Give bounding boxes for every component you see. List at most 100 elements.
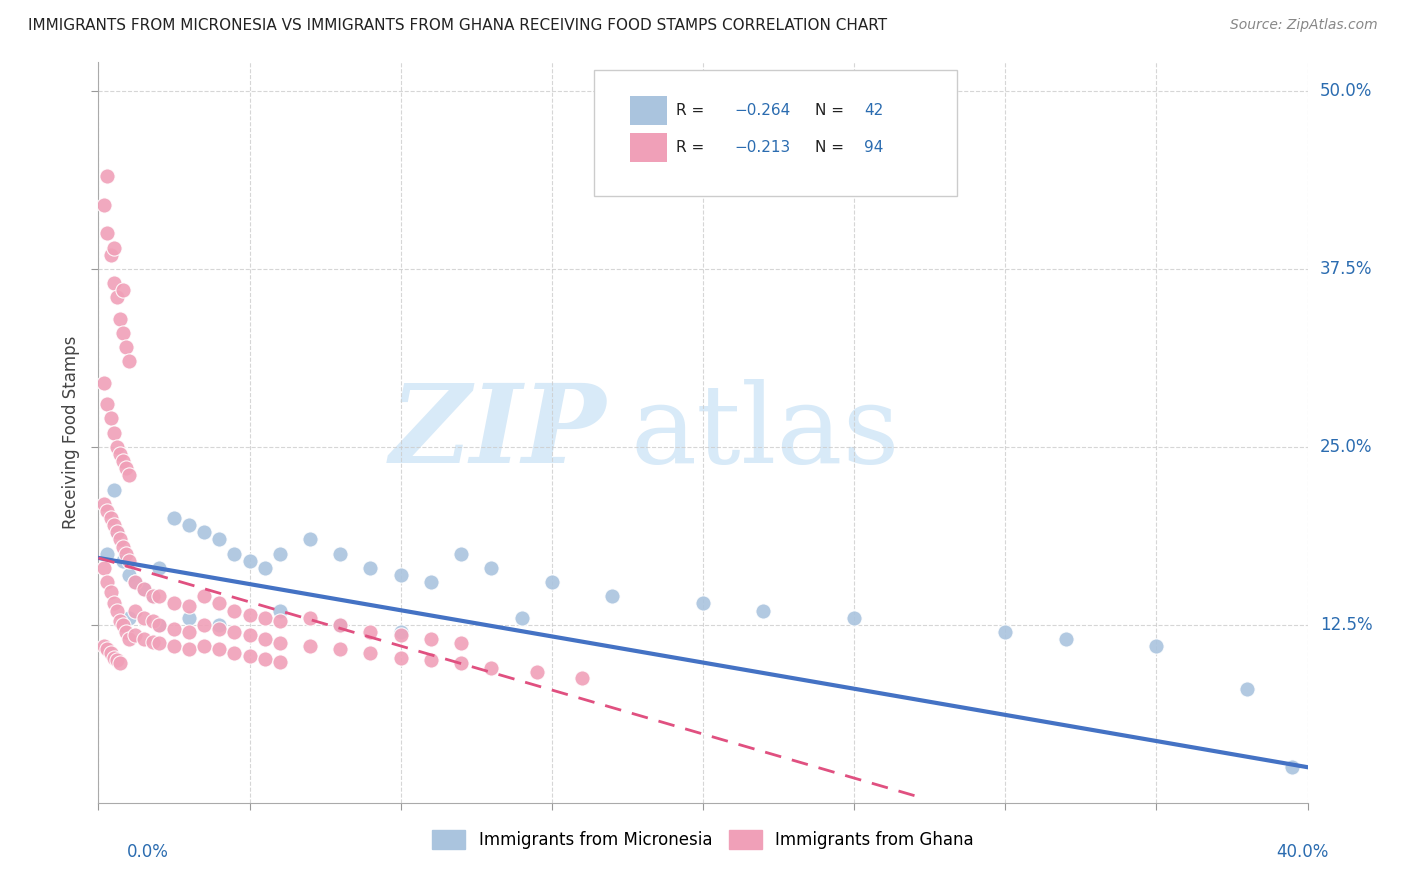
Point	[179, 518, 201, 533]
Point	[132, 632, 155, 646]
Point	[540, 575, 562, 590]
Text: 42: 42	[863, 103, 883, 118]
Point	[142, 614, 165, 628]
Text: N =: N =	[815, 140, 849, 155]
Point	[103, 276, 125, 290]
Point	[269, 655, 291, 669]
Point	[148, 617, 170, 632]
Point	[253, 610, 276, 624]
Point	[118, 554, 141, 568]
Point	[844, 610, 866, 624]
Point	[179, 624, 201, 639]
Point	[360, 624, 382, 639]
Text: ZIP: ZIP	[389, 379, 606, 486]
Point	[239, 649, 262, 664]
Point	[105, 290, 128, 304]
Point	[269, 547, 291, 561]
Text: R =: R =	[676, 103, 710, 118]
Point	[93, 376, 115, 390]
Point	[269, 636, 291, 650]
Text: Source: ZipAtlas.com: Source: ZipAtlas.com	[1230, 18, 1378, 32]
Point	[752, 604, 775, 618]
Point	[108, 614, 131, 628]
Point	[105, 525, 128, 540]
Text: R =: R =	[676, 140, 710, 155]
Point	[163, 622, 186, 636]
Point	[103, 425, 125, 440]
Point	[105, 440, 128, 454]
Point	[208, 622, 231, 636]
Point	[329, 617, 352, 632]
Point	[114, 340, 136, 354]
Point	[179, 610, 201, 624]
Point	[193, 617, 215, 632]
Point	[481, 561, 503, 575]
Point	[239, 628, 262, 642]
Point	[103, 483, 125, 497]
Point	[299, 533, 322, 547]
Point	[1236, 681, 1258, 696]
Text: atlas: atlas	[630, 379, 900, 486]
Point	[111, 283, 134, 297]
Point	[118, 568, 141, 582]
Point	[450, 636, 472, 650]
Point	[253, 561, 276, 575]
Point	[105, 604, 128, 618]
Point	[100, 511, 122, 525]
Point	[208, 617, 231, 632]
Point	[114, 547, 136, 561]
Point	[510, 610, 533, 624]
Point	[360, 561, 382, 575]
Legend: Immigrants from Micronesia, Immigrants from Ghana: Immigrants from Micronesia, Immigrants f…	[423, 822, 983, 857]
Point	[389, 628, 412, 642]
Point	[100, 411, 122, 425]
Point	[148, 561, 170, 575]
Point	[1144, 639, 1167, 653]
Point	[253, 632, 276, 646]
Point	[118, 468, 141, 483]
Point	[132, 582, 155, 597]
Point	[100, 646, 122, 660]
Point	[193, 590, 215, 604]
Point	[193, 525, 215, 540]
Point	[96, 169, 118, 184]
Point	[360, 646, 382, 660]
Point	[148, 590, 170, 604]
Point	[114, 624, 136, 639]
Point	[93, 639, 115, 653]
Point	[124, 628, 146, 642]
Point	[142, 590, 165, 604]
Point	[299, 610, 322, 624]
Y-axis label: Receiving Food Stamps: Receiving Food Stamps	[62, 336, 80, 529]
Point	[142, 590, 165, 604]
Point	[253, 652, 276, 666]
Text: −0.213: −0.213	[734, 140, 790, 155]
Point	[692, 597, 714, 611]
Text: 25.0%: 25.0%	[1320, 438, 1372, 456]
Point	[96, 547, 118, 561]
Point	[163, 511, 186, 525]
Point	[105, 525, 128, 540]
Point	[163, 639, 186, 653]
Point	[108, 311, 131, 326]
Point	[96, 575, 118, 590]
Point	[148, 636, 170, 650]
Point	[111, 617, 134, 632]
Point	[1281, 760, 1303, 774]
Point	[329, 547, 352, 561]
Point	[96, 227, 118, 241]
Point	[224, 624, 246, 639]
Point	[114, 461, 136, 475]
Point	[571, 671, 593, 685]
Point	[389, 568, 412, 582]
Point	[329, 617, 352, 632]
Point	[103, 240, 125, 255]
Point	[96, 397, 118, 411]
Point	[118, 354, 141, 368]
Point	[111, 540, 134, 554]
Point	[420, 653, 443, 667]
Point	[224, 604, 246, 618]
Point	[118, 632, 141, 646]
Point	[132, 582, 155, 597]
Text: 37.5%: 37.5%	[1320, 260, 1372, 278]
